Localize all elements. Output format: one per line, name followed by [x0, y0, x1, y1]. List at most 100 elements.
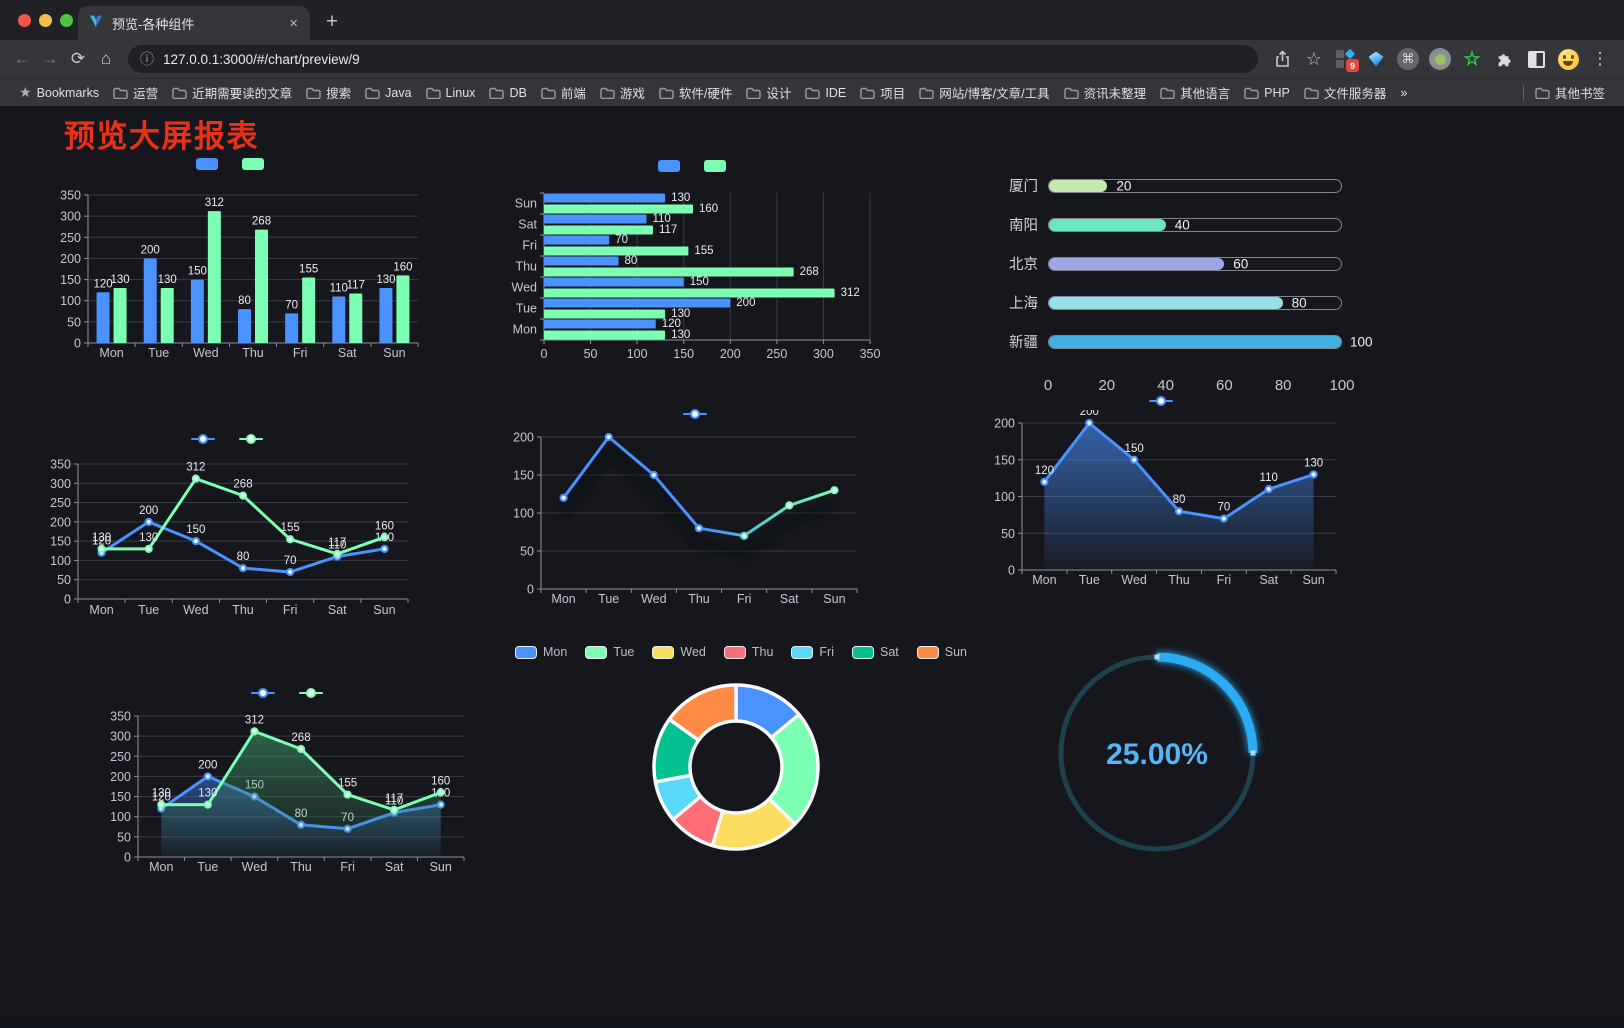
back-button[interactable]: ←: [13, 49, 31, 68]
bar-data2-Tue[interactable]: [160, 287, 174, 343]
browser-menu-icon[interactable]: ⋮: [1591, 49, 1609, 68]
progress-track[interactable]: 20: [1048, 178, 1342, 193]
point-data2-Wed[interactable]: [191, 474, 200, 483]
point-data2-Sat[interactable]: [390, 805, 399, 814]
point-data2-Thu[interactable]: [238, 491, 248, 500]
legend-item-Fri[interactable]: Fri: [791, 645, 834, 659]
extension-recorder-icon[interactable]: [1427, 46, 1453, 72]
point-data1-Fri[interactable]: [286, 567, 295, 577]
bar-data2-Sat[interactable]: [544, 225, 653, 235]
legend-item-Wed[interactable]: Wed: [652, 645, 706, 659]
point-data1-Tue[interactable]: [203, 772, 212, 781]
progress-track[interactable]: 80: [1048, 295, 1342, 310]
point-data1-Sun[interactable]: [380, 544, 389, 553]
bar-data1-Thu[interactable]: [238, 308, 251, 343]
bookmark-item-项目[interactable]: 项目: [853, 81, 912, 104]
bar-data1-Tue[interactable]: [143, 257, 157, 343]
extension-star-green-icon[interactable]: ☆: [1459, 46, 1485, 72]
point-data1-Sat[interactable]: [785, 501, 794, 510]
bookmark-item-前端[interactable]: 前端: [534, 81, 593, 104]
bookmark-item-Linux[interactable]: Linux: [419, 84, 483, 102]
progress-track[interactable]: 100: [1048, 334, 1373, 349]
bar-data2-Wed[interactable]: [207, 210, 221, 343]
bookmark-item-DB[interactable]: DB: [482, 84, 533, 102]
extension-puzzle-icon[interactable]: [1491, 46, 1517, 72]
forward-button[interactable]: →: [41, 49, 59, 68]
legend-item-undefined[interactable]: [658, 160, 686, 172]
point-data1-Wed[interactable]: [1130, 455, 1139, 464]
progress-track[interactable]: 60: [1048, 256, 1342, 271]
point-data2-Tue[interactable]: [144, 544, 153, 553]
legend-item-undefined[interactable]: [704, 160, 732, 172]
legend-item-Sat[interactable]: Sat: [852, 645, 899, 659]
point-data1-Thu[interactable]: [238, 564, 248, 573]
bar-data1-Thu[interactable]: [544, 256, 619, 266]
point-data2-Thu[interactable]: [296, 744, 306, 754]
point-data1-Tue[interactable]: [144, 517, 153, 526]
point-data1-Mon[interactable]: [1040, 477, 1049, 486]
traffic-light-zoom[interactable]: [60, 14, 73, 27]
bookmark-star-icon[interactable]: ☆: [1305, 48, 1323, 69]
bookmark-item-近期需要读的文章[interactable]: 近期需要读的文章: [165, 81, 299, 104]
bar-data1-Tue[interactable]: [544, 298, 731, 308]
bar-data1-Mon[interactable]: [96, 291, 110, 343]
reload-button[interactable]: ⟳: [70, 49, 86, 68]
bar-data2-Mon[interactable]: [544, 330, 666, 340]
point-data2-Fri[interactable]: [343, 790, 352, 799]
point-data1-Tue[interactable]: [1085, 418, 1094, 428]
bar-data2-Fri[interactable]: [302, 276, 316, 343]
extension-command-icon[interactable]: ⌘: [1395, 46, 1421, 72]
legend-item-undefined[interactable]: [299, 688, 329, 698]
point-data1-Tue[interactable]: [604, 432, 613, 442]
point-data1-Sat[interactable]: [1264, 485, 1273, 494]
bookmark-item-运营[interactable]: 运营: [106, 81, 165, 104]
bookmark-item-软件/硬件[interactable]: 软件/硬件: [652, 81, 739, 104]
bookmark-item-网站/博客/文章/工具[interactable]: 网站/博客/文章/工具: [912, 81, 1056, 104]
point-data2-Mon[interactable]: [157, 800, 166, 809]
legend-item-undefined[interactable]: [242, 157, 270, 170]
bookmark-item-搜索[interactable]: 搜索: [299, 81, 358, 104]
bookmarks-overflow-chevron[interactable]: »: [1393, 84, 1414, 102]
point-data1-Thu[interactable]: [1174, 507, 1184, 516]
point-data1-Fri[interactable]: [1219, 514, 1228, 523]
bar-data2-Sat[interactable]: [349, 293, 363, 343]
bar-data2-Sun[interactable]: [396, 274, 410, 343]
bookmark-item-文件服务器[interactable]: 文件服务器: [1297, 81, 1394, 104]
bookmark-item-资讯未整理[interactable]: 资讯未整理: [1057, 81, 1154, 104]
legend-item-Tue[interactable]: Tue: [585, 645, 634, 659]
point-data2-Sun[interactable]: [436, 788, 445, 797]
point-data2-Sat[interactable]: [333, 549, 342, 558]
bookmark-item-PHP[interactable]: PHP: [1237, 84, 1297, 102]
bar-data2-Thu[interactable]: [255, 229, 268, 343]
bar-data2-Thu[interactable]: [544, 267, 794, 277]
pie-slice-Sun[interactable]: [667, 683, 738, 742]
bar-data1-Sat[interactable]: [544, 214, 647, 224]
legend-item-undefined[interactable]: [239, 434, 269, 444]
extension-emoji-icon[interactable]: [1555, 46, 1581, 72]
bar-data1-Mon[interactable]: [544, 319, 656, 329]
bar-data1-Sun[interactable]: [544, 193, 666, 203]
bar-data1-Fri[interactable]: [544, 235, 610, 245]
point-data2-Tue[interactable]: [203, 800, 212, 809]
point-data2-Wed[interactable]: [250, 727, 259, 736]
address-bar[interactable]: ⓘ 127.0.0.1:3000/#/chart/preview/9: [128, 45, 1258, 73]
bar-data2-Mon[interactable]: [113, 287, 127, 343]
share-icon[interactable]: [1269, 46, 1295, 72]
point-data2-Fri[interactable]: [286, 535, 295, 544]
point-data1-Mon[interactable]: [559, 493, 568, 502]
legend-item-undefined[interactable]: [196, 157, 224, 170]
bar-data1-Sun[interactable]: [379, 287, 393, 343]
point-data1-Fri[interactable]: [740, 531, 749, 540]
bookmark-item-其他语言[interactable]: 其他语言: [1153, 81, 1237, 104]
point-data1-Sun[interactable]: [1309, 470, 1318, 479]
legend-item-undefined[interactable]: [1149, 396, 1179, 406]
home-button[interactable]: ⌂: [100, 49, 112, 68]
bookmark-item-IDE[interactable]: IDE: [798, 84, 853, 102]
bar-data2-Tue[interactable]: [544, 309, 666, 319]
bookmark-item-其他书签[interactable]: 其他书签: [1528, 81, 1612, 104]
legend-item-undefined[interactable]: [251, 688, 281, 698]
bar-data2-Wed[interactable]: [544, 288, 835, 298]
bar-data1-Wed[interactable]: [190, 279, 204, 343]
point-data1-Thu[interactable]: [694, 524, 704, 533]
browser-tab[interactable]: 预览-各种组件 ×: [78, 6, 310, 40]
